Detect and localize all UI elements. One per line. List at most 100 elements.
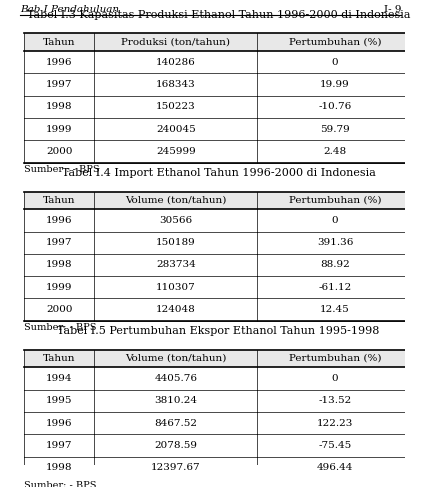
Text: 12397.67: 12397.67	[151, 463, 200, 472]
Text: Tabel I.5 Pertumbuhan Ekspor Ethanol Tahun 1995-1998: Tabel I.5 Pertumbuhan Ekspor Ethanol Tah…	[57, 326, 379, 336]
Text: Bab I Pendahuluan: Bab I Pendahuluan	[20, 5, 119, 14]
Text: 1997: 1997	[46, 441, 72, 450]
Text: 496.44: 496.44	[316, 463, 352, 472]
Text: Tahun: Tahun	[43, 196, 75, 205]
Bar	[94, 412, 257, 434]
Text: 0: 0	[331, 216, 338, 225]
Text: Tahun: Tahun	[43, 354, 75, 363]
Bar	[24, 434, 94, 456]
Bar	[94, 276, 257, 299]
Bar	[94, 434, 257, 456]
Text: Volume (ton/tahun): Volume (ton/tahun)	[125, 354, 226, 363]
Text: 0: 0	[331, 374, 338, 383]
Text: 1994: 1994	[46, 374, 72, 383]
Bar	[257, 231, 412, 254]
Text: -13.52: -13.52	[318, 396, 351, 405]
Text: Sumber: - BPS: Sumber: - BPS	[24, 323, 96, 332]
Text: 240045: 240045	[155, 125, 195, 134]
Bar	[257, 276, 412, 299]
Bar	[24, 276, 94, 299]
Bar	[24, 231, 94, 254]
Text: 1998: 1998	[46, 463, 72, 472]
Bar	[257, 191, 412, 209]
Text: 12.45: 12.45	[319, 305, 349, 314]
Bar	[24, 96, 94, 118]
Bar	[94, 140, 257, 163]
Bar	[257, 74, 412, 96]
Text: Pertumbuhan (%): Pertumbuhan (%)	[288, 354, 381, 363]
Text: Tabel I.4 Import Ethanol Tahun 1996-2000 di Indonesia: Tabel I.4 Import Ethanol Tahun 1996-2000…	[62, 168, 375, 178]
Text: 1996: 1996	[46, 58, 72, 67]
Bar	[257, 434, 412, 456]
Text: 168343: 168343	[155, 80, 195, 89]
Text: 19.99: 19.99	[319, 80, 349, 89]
Bar	[257, 299, 412, 321]
Bar	[257, 51, 412, 74]
Text: 1996: 1996	[46, 418, 72, 428]
Text: 1999: 1999	[46, 283, 72, 292]
Bar	[257, 390, 412, 412]
Bar	[24, 456, 94, 479]
Bar	[94, 231, 257, 254]
Text: Tahun: Tahun	[43, 38, 75, 47]
Text: 2000: 2000	[46, 147, 72, 156]
Text: 30566: 30566	[159, 216, 192, 225]
Text: -10.76: -10.76	[318, 102, 351, 112]
Bar	[24, 118, 94, 140]
Bar	[24, 51, 94, 74]
Bar	[94, 34, 257, 51]
Bar	[257, 118, 412, 140]
Text: 0: 0	[331, 58, 338, 67]
Bar	[94, 350, 257, 367]
Bar	[94, 209, 257, 231]
Bar	[94, 96, 257, 118]
Text: 59.79: 59.79	[319, 125, 349, 134]
Bar	[257, 367, 412, 390]
Bar	[94, 74, 257, 96]
Text: Volume (ton/tahun): Volume (ton/tahun)	[125, 196, 226, 205]
Text: Produksi (ton/tahun): Produksi (ton/tahun)	[121, 38, 230, 47]
Bar	[257, 34, 412, 51]
Bar	[24, 209, 94, 231]
Bar	[94, 51, 257, 74]
Text: Tabel I.3 Kapasitas Produksi Ethanol Tahun 1996-2000 di Indonesia: Tabel I.3 Kapasitas Produksi Ethanol Tah…	[27, 10, 409, 19]
Bar	[94, 118, 257, 140]
Text: Pertumbuhan (%): Pertumbuhan (%)	[288, 38, 381, 47]
Text: 110307: 110307	[155, 283, 195, 292]
Bar	[24, 140, 94, 163]
Bar	[257, 209, 412, 231]
Text: Pertumbuhan (%): Pertumbuhan (%)	[288, 196, 381, 205]
Text: -75.45: -75.45	[318, 441, 351, 450]
Text: 150223: 150223	[155, 102, 195, 112]
Text: 283734: 283734	[155, 261, 195, 269]
Text: 1997: 1997	[46, 80, 72, 89]
Text: 4405.76: 4405.76	[154, 374, 197, 383]
Text: 2.48: 2.48	[323, 147, 346, 156]
Text: 245999: 245999	[155, 147, 195, 156]
Text: -61.12: -61.12	[318, 283, 351, 292]
Bar	[24, 34, 94, 51]
Bar	[24, 191, 94, 209]
Bar	[257, 350, 412, 367]
Text: 1998: 1998	[46, 261, 72, 269]
Bar	[94, 254, 257, 276]
Text: 8467.52: 8467.52	[154, 418, 197, 428]
Text: 1998: 1998	[46, 102, 72, 112]
Text: 2078.59: 2078.59	[154, 441, 197, 450]
Bar	[24, 412, 94, 434]
Bar	[94, 367, 257, 390]
Bar	[24, 254, 94, 276]
Text: 122.23: 122.23	[316, 418, 352, 428]
Bar	[257, 254, 412, 276]
Bar	[257, 140, 412, 163]
Text: 1999: 1999	[46, 125, 72, 134]
Bar	[94, 299, 257, 321]
Bar	[24, 299, 94, 321]
Text: 2000: 2000	[46, 305, 72, 314]
Bar	[94, 456, 257, 479]
Text: 391.36: 391.36	[316, 238, 352, 247]
Text: I- 9: I- 9	[383, 5, 400, 14]
Bar	[24, 390, 94, 412]
Bar	[257, 456, 412, 479]
Text: 1995: 1995	[46, 396, 72, 405]
